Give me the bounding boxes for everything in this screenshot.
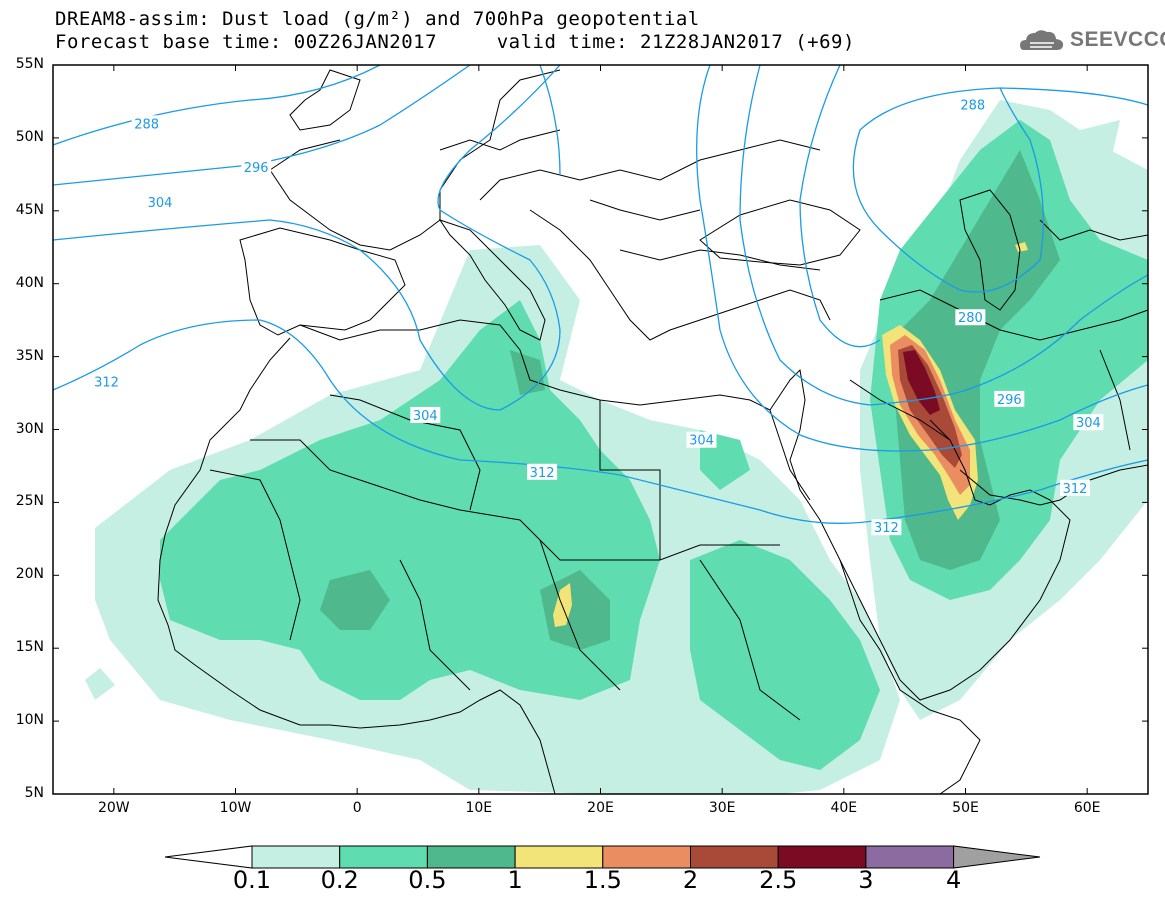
logo-text: SEEVCCC <box>1070 28 1165 51</box>
colorbar-swatch <box>690 845 779 869</box>
contour-label-bg <box>241 159 272 176</box>
colorbar-swatch <box>777 845 867 869</box>
lat-tick-label: 55N <box>15 56 44 72</box>
colorbar-swatch <box>339 845 428 869</box>
colorbar-label: 0.5 <box>408 866 447 894</box>
colorbar-swatch <box>865 845 955 869</box>
colorbar-label: 1 <box>507 866 523 894</box>
contour-label: 280 <box>958 311 983 326</box>
contour-label: 304 <box>1076 416 1101 431</box>
contour-label-bg <box>410 406 441 423</box>
contour-label-bg <box>145 194 176 211</box>
lat-tick-label: 30N <box>15 420 44 437</box>
lon-tick-label: 10E <box>465 800 493 816</box>
contour-label: 296 <box>244 161 269 176</box>
lon-tick-label: 20E <box>587 800 614 816</box>
contour-label-bg <box>871 519 902 536</box>
lat-tick-label: 10N <box>15 712 44 729</box>
contour-label-bg <box>957 96 988 113</box>
contour-label: 304 <box>689 434 714 449</box>
contour-label-bg <box>91 373 122 390</box>
colorbar-label: 1.5 <box>583 866 622 894</box>
contour-label-bg <box>955 309 986 326</box>
forecast-times: Forecast base time: 00Z26JAN2017 valid t… <box>55 31 855 53</box>
contour-label-bg <box>1073 414 1104 431</box>
lat-tick-label: 25N <box>15 493 44 510</box>
lat-tick-label: 50N <box>15 128 44 145</box>
map-title: DREAM8-assim: Dust load (g/m²) and 700hP… <box>55 8 700 30</box>
contour-label: 312 <box>1063 482 1088 497</box>
contour-label-bg <box>686 431 717 448</box>
colorbar-label: 2.5 <box>759 866 798 894</box>
colorbar-over-arrow <box>953 845 1041 869</box>
colorbar-swatch <box>251 845 341 869</box>
cloud-logo-icon <box>1020 30 1064 50</box>
lon-tick-label: 60E <box>1073 800 1101 816</box>
lon-tick-label: 20W <box>97 800 130 816</box>
contour-label: 288 <box>960 98 985 113</box>
contour-label-bg <box>1060 479 1090 496</box>
contour-label-bg <box>131 115 162 132</box>
colorbar-swatch <box>426 845 516 869</box>
contour-label-bg <box>527 463 558 480</box>
colorbar-swatch <box>602 845 691 869</box>
coastlines-and-borders <box>157 69 1148 794</box>
geopotential-contours <box>53 65 1148 524</box>
contour-label: 296 <box>997 393 1022 408</box>
lat-tick-label: 45N <box>15 201 44 218</box>
lon-tick-label: 10W <box>219 800 252 816</box>
colorbar-label: 3 <box>858 866 874 894</box>
contour-label: 312 <box>874 521 899 536</box>
lat-tick-label: 15N <box>15 639 44 656</box>
dust-load-field <box>85 100 1148 794</box>
contour-label: 312 <box>94 375 119 390</box>
colorbar-label: 0.2 <box>320 866 359 894</box>
colorbar-swatch <box>514 845 604 869</box>
contour-label: 288 <box>134 117 159 132</box>
lon-tick-label: 30E <box>708 800 736 816</box>
lat-tick-label: 20N <box>15 566 44 583</box>
lat-tick-label: 35N <box>15 347 44 364</box>
contour-label-bg <box>994 390 1025 407</box>
contour-label: 304 <box>148 196 173 211</box>
lon-tick-label: 50E <box>952 800 979 816</box>
colorbar-under-arrow <box>164 845 253 869</box>
lon-tick-label: 40E <box>830 800 858 816</box>
colorbar-label: 0.1 <box>232 866 272 894</box>
contour-label: 312 <box>530 466 555 481</box>
lon-tick-label: 0 <box>352 800 362 816</box>
colorbar-label: 2 <box>682 866 699 894</box>
colorbar-label: 4 <box>945 866 962 894</box>
lat-tick-label: 5N <box>24 785 44 801</box>
contour-label: 304 <box>413 409 438 424</box>
lat-tick-label: 40N <box>15 274 44 291</box>
